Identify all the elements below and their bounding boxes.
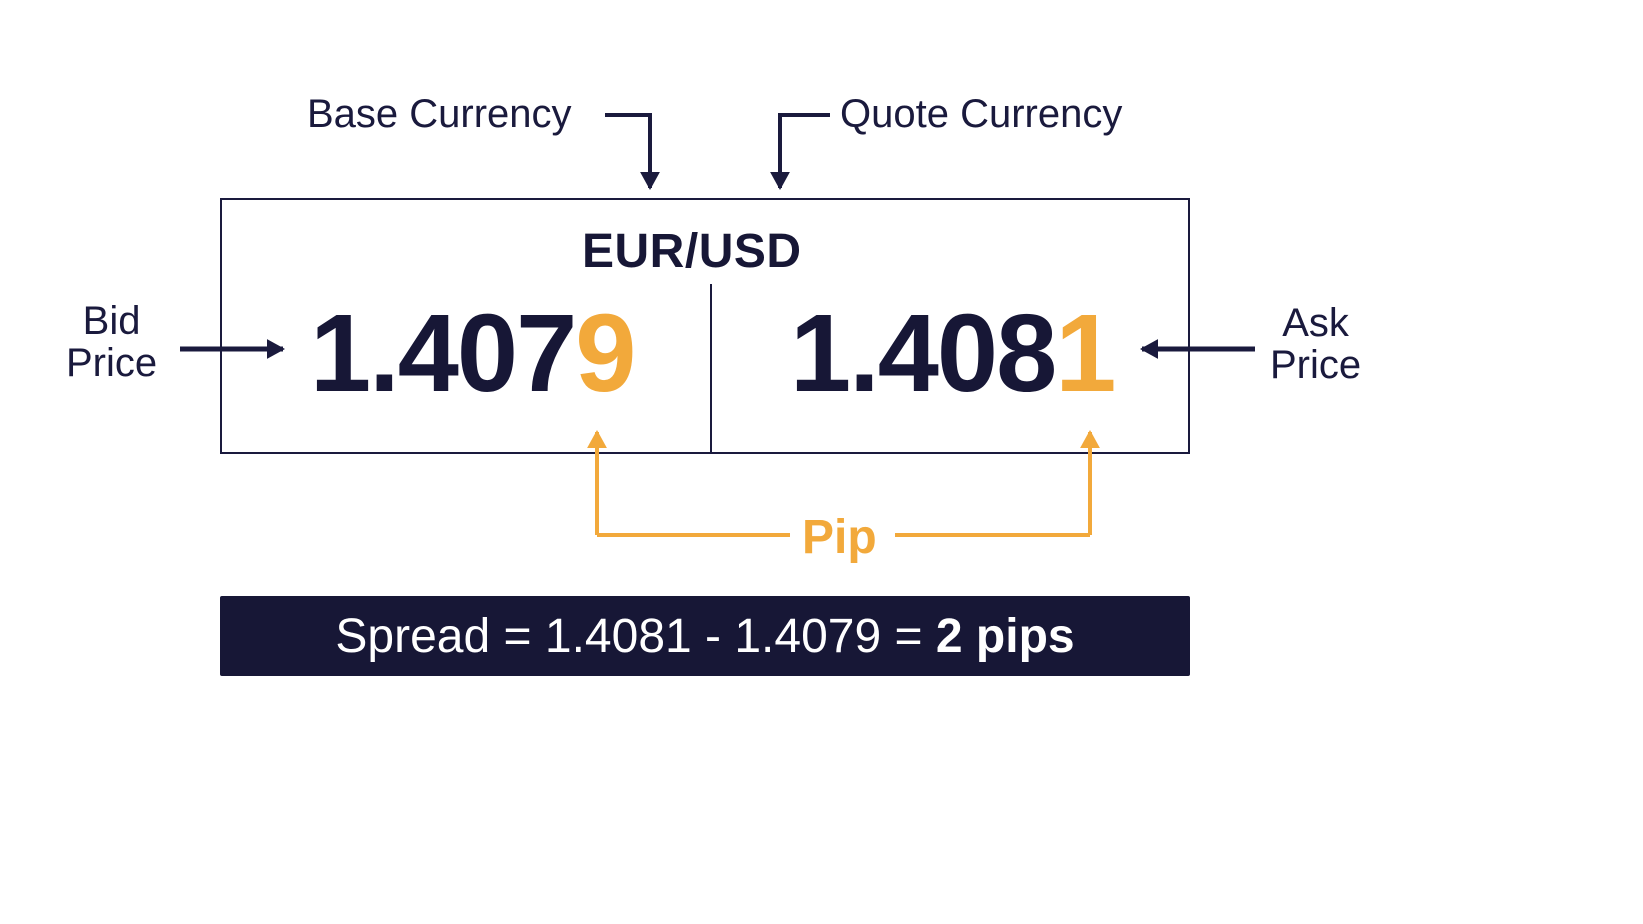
ask-prefix: 1.408 [790, 292, 1055, 415]
bid-price: 1.4079 [310, 290, 634, 417]
bid-pip-digit: 9 [575, 292, 634, 415]
ask-price-label: Ask Price [1270, 302, 1361, 386]
bid-prefix: 1.407 [310, 292, 575, 415]
ask-pip-digit: 1 [1055, 292, 1114, 415]
spread-bar: Spread = 1.4081 - 1.4079 = 2 pips [220, 596, 1190, 676]
bid-word: Bid [83, 299, 141, 343]
ask-word: Ask [1282, 301, 1349, 345]
pair-quote: USD [699, 225, 802, 278]
pair-base: EUR [582, 225, 685, 278]
currency-pair: EUR/USD [582, 224, 802, 279]
pip-label: Pip [802, 510, 877, 565]
spread-formula: Spread = 1.4081 - 1.4079 = [335, 609, 922, 664]
spread-result: 2 pips [936, 609, 1075, 664]
base-currency-label: Base Currency [307, 92, 572, 137]
price-word: Price [66, 341, 157, 385]
bid-price-label: Bid Price [66, 300, 157, 384]
center-divider [710, 284, 712, 454]
quote-currency-label: Quote Currency [840, 92, 1122, 137]
price-word: Price [1270, 343, 1361, 387]
pair-sep: / [685, 225, 699, 278]
diagram-stage: Base Currency Quote Currency Bid Price A… [0, 0, 1643, 924]
ask-price: 1.4081 [790, 290, 1114, 417]
arrow-layer [0, 0, 1643, 924]
